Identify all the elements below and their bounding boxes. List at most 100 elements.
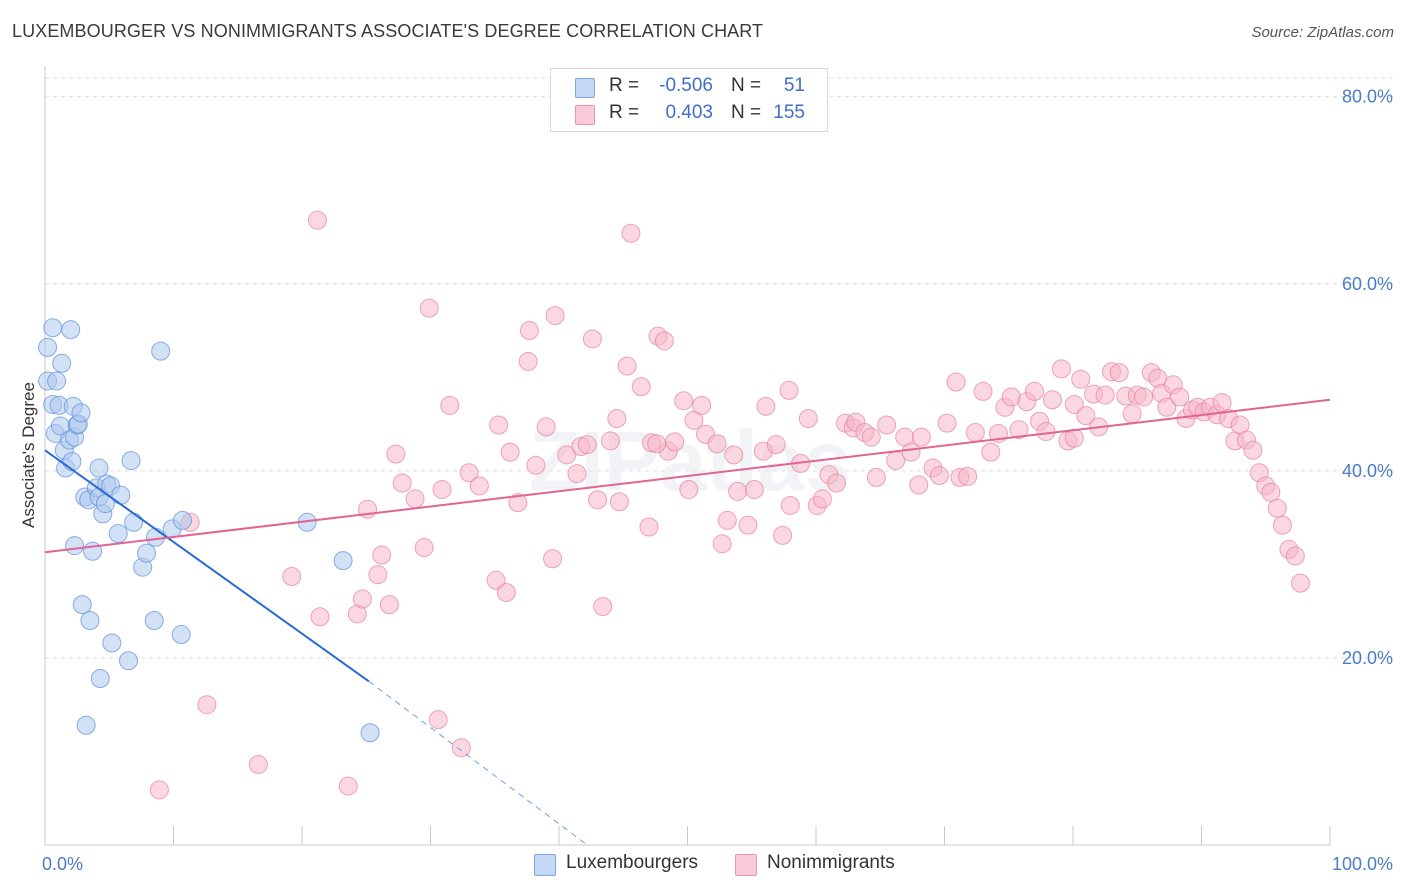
data-point [486, 570, 506, 590]
data-point [545, 306, 565, 326]
data-point [1134, 387, 1154, 407]
legend-n-value: 51 [783, 75, 805, 96]
data-point [282, 567, 302, 587]
data-point [419, 298, 439, 318]
data-point [392, 473, 412, 493]
trend-line-luxembourgers [44, 449, 370, 683]
data-point [607, 408, 627, 428]
data-point [62, 452, 82, 471]
x-tick-label: 100.0% [1332, 854, 1393, 874]
data-point [1212, 393, 1232, 413]
data-point [543, 549, 563, 569]
legend-swatch-nonimmigrants [735, 854, 757, 876]
data-point [654, 331, 674, 351]
legend-r-label: R = [609, 102, 640, 123]
data-point [52, 353, 72, 373]
data-point [717, 510, 737, 530]
axes [44, 66, 1331, 846]
data-point [1285, 546, 1305, 566]
y-tick-label: 80.0% [1342, 87, 1393, 107]
data-point [937, 413, 957, 433]
data-point [121, 451, 141, 471]
data-point [459, 463, 479, 483]
legend-label-nonimmigrants: Nonimmigrants [767, 852, 895, 873]
legend-label-luxembourgers: Luxembourgers [566, 852, 699, 873]
data-point [65, 536, 85, 556]
data-point [631, 377, 651, 397]
data-point [577, 435, 597, 455]
data-point [582, 329, 602, 349]
y-tick-label: 60.0% [1342, 274, 1393, 294]
data-point [665, 432, 685, 452]
data-point [414, 538, 434, 558]
data-point [958, 466, 978, 486]
data-point [151, 341, 171, 361]
data-point [469, 476, 489, 496]
data-point [149, 780, 169, 800]
data-point [372, 545, 392, 565]
data-point [557, 445, 577, 465]
data-point [1272, 515, 1292, 535]
data-point [536, 417, 556, 437]
data-point [647, 434, 667, 454]
data-point [779, 380, 799, 400]
data-point [61, 320, 81, 340]
trend-lines [44, 398, 1331, 846]
data-point [1109, 363, 1129, 383]
legend-r-label: R = [609, 75, 640, 96]
data-point [1157, 397, 1177, 417]
data-point [1243, 440, 1263, 460]
y-tick-label: 20.0% [1342, 648, 1393, 668]
data-point [617, 356, 637, 376]
data-point [965, 423, 985, 443]
data-point [909, 475, 929, 495]
data-point [338, 776, 358, 796]
data-point [500, 442, 520, 462]
data-point [89, 458, 109, 478]
data-point [780, 495, 800, 515]
data-point [827, 473, 847, 493]
data-point [973, 381, 993, 401]
trend-line-nonimmigrants [44, 398, 1331, 554]
data-point [1036, 422, 1056, 442]
data-point [508, 493, 528, 513]
data-point [738, 515, 758, 535]
data-point [707, 434, 727, 454]
data-point [679, 480, 699, 500]
data-point [108, 524, 128, 544]
data-point [519, 321, 539, 341]
data-point [124, 512, 144, 532]
data-point [80, 611, 100, 631]
data-point [567, 464, 587, 484]
source-label: Source: ZipAtlas.com [1251, 24, 1394, 41]
data-point [692, 395, 712, 415]
stats-legend: R = -0.506 N = 51 R = 0.403 N = 155 [550, 68, 828, 132]
data-point [379, 595, 399, 615]
data-point [1071, 369, 1091, 389]
data-point [489, 415, 509, 435]
data-point [1095, 385, 1115, 405]
data-point [866, 467, 886, 487]
data-point [684, 410, 704, 430]
data-point [929, 466, 949, 486]
data-point [119, 651, 139, 671]
data-point [1051, 359, 1071, 379]
data-point [440, 395, 460, 415]
data-point [674, 391, 694, 411]
data-point [1267, 498, 1287, 518]
data-point [90, 669, 110, 689]
data-point [307, 210, 327, 230]
data-point [451, 738, 471, 758]
data-point [360, 723, 380, 743]
series-legend: Luxembourgers Nonimmigrants [0, 852, 1406, 878]
data-point [432, 480, 452, 500]
data-point [1170, 387, 1190, 407]
data-point [43, 318, 63, 338]
data-point [609, 492, 629, 512]
data-point [1064, 394, 1084, 414]
data-point [386, 444, 406, 464]
data-point [368, 565, 388, 585]
x-tick-label: 0.0% [42, 854, 83, 874]
data-point [248, 755, 268, 775]
